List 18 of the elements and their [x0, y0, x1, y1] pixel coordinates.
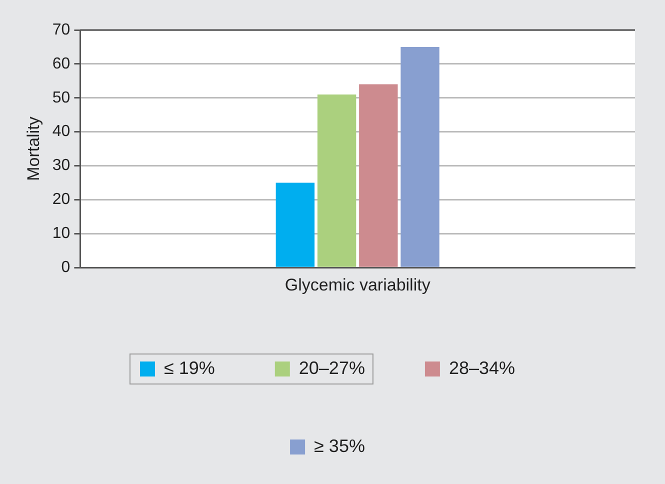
y-tick-label: 70	[52, 21, 70, 38]
x-axis-title: Glycemic variability	[284, 275, 431, 294]
y-tick-label: 10	[52, 225, 70, 242]
bar	[359, 84, 398, 267]
bar	[400, 46, 440, 267]
y-axis-title: Mortality	[24, 116, 43, 181]
y-tick-label: 60	[52, 55, 70, 72]
legend-label: ≤ 19%	[164, 358, 215, 378]
y-tick-label: 40	[52, 123, 70, 140]
y-tick-label: 30	[52, 157, 70, 174]
legend-label: ≥ 35%	[314, 436, 365, 456]
bar	[276, 182, 315, 267]
y-tick-label: 0	[61, 259, 70, 276]
legend-label: 20–27%	[298, 358, 365, 378]
bar	[317, 94, 356, 267]
y-tick-label: 50	[52, 89, 70, 106]
y-tick-label: 20	[52, 191, 70, 208]
legend-label: 28–34%	[448, 358, 516, 378]
